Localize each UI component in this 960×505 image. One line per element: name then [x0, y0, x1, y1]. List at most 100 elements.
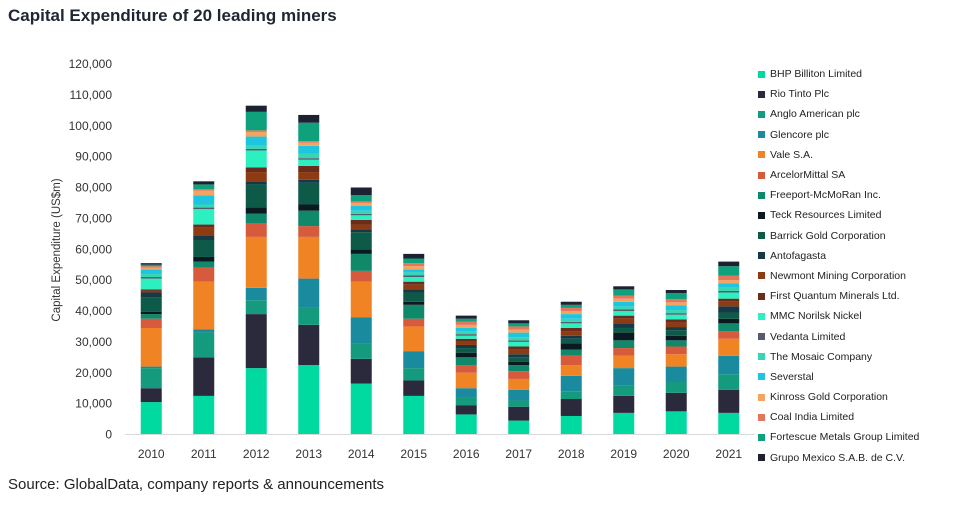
- legend-label: First Quantum Minerals Ltd.: [770, 290, 900, 303]
- bar-segment: [508, 371, 530, 379]
- bar-segment: [298, 365, 320, 435]
- bar-segment: [350, 229, 372, 233]
- bar-segment: [350, 317, 372, 344]
- bar-segment: [193, 207, 215, 210]
- bar-segment: [560, 415, 582, 435]
- bar-segment: [508, 406, 530, 421]
- bar-segment: [298, 278, 320, 308]
- bar-segment: [613, 315, 635, 319]
- bar-segment: [245, 300, 267, 315]
- bar-segment: [665, 354, 687, 367]
- bar-segment: [613, 412, 635, 435]
- bar-segment: [245, 287, 267, 301]
- bar-segment: [298, 324, 320, 366]
- bar-segment: [665, 392, 687, 412]
- bar-segment: [508, 326, 530, 330]
- bar-segment: [560, 398, 582, 416]
- y-axis-label: Capital Expenditure (US$m): [51, 178, 63, 321]
- bar-segment: [560, 331, 582, 336]
- bar-segment: [718, 292, 740, 299]
- bar-segment: [350, 224, 372, 230]
- bar-segment: [350, 253, 372, 271]
- bar-segment: [193, 329, 215, 333]
- bar-segment: [508, 340, 530, 342]
- bar-segment: [140, 266, 162, 268]
- bar-segment: [665, 305, 687, 311]
- bar-segment: [403, 368, 425, 381]
- bar-segment: [718, 301, 740, 307]
- bar-segment: [560, 391, 582, 399]
- legend-label: Grupo Mexico S.A.B. de C.V.: [770, 451, 906, 464]
- bar-segment: [455, 321, 477, 325]
- bar-segment: [245, 111, 267, 131]
- bar-segment: [613, 355, 635, 369]
- bar-segment: [508, 346, 530, 350]
- legend-swatch: [758, 393, 765, 401]
- bar-segment: [245, 236, 267, 288]
- legend-swatch: [758, 171, 765, 179]
- legend-item: Barrick Gold Corporation: [758, 226, 958, 246]
- bar-segment: [140, 263, 162, 265]
- bar-segment: [560, 335, 582, 339]
- bar-segment: [508, 420, 530, 435]
- bar-segment: [613, 368, 635, 386]
- bar-segment: [455, 315, 477, 319]
- legend-swatch: [758, 373, 765, 381]
- bar-segment: [560, 375, 582, 392]
- bar-segment: [665, 382, 687, 393]
- legend-item: Newmont Mining Corporation: [758, 266, 958, 286]
- bar-segment: [140, 402, 162, 435]
- bar-segment: [298, 159, 320, 166]
- bar-segment: [403, 301, 425, 305]
- legend-swatch: [758, 252, 765, 260]
- bar-segment: [718, 331, 740, 339]
- bar-segment: [665, 313, 687, 315]
- bar-segment: [403, 395, 425, 435]
- bar-segment: [140, 292, 162, 298]
- bar-segment: [245, 213, 267, 224]
- bar-segment: [193, 204, 215, 208]
- bar-segment: [718, 306, 740, 313]
- bar-segment: [350, 213, 372, 216]
- bar-segment: [718, 283, 740, 288]
- bar-segment: [350, 215, 372, 220]
- y-tick-label: 30,000: [75, 335, 112, 349]
- bar-segment: [140, 318, 162, 328]
- bar-segment: [245, 207, 267, 214]
- bar-segment: [718, 298, 740, 302]
- bar-segment: [665, 366, 687, 383]
- legend-label: Newmont Mining Corporation: [770, 269, 906, 282]
- bar-segment: [403, 269, 425, 273]
- bar-segment: [193, 190, 215, 196]
- legend-swatch: [758, 413, 765, 421]
- bar-segment: [560, 321, 582, 324]
- legend-item: Rio Tinto Plc: [758, 84, 958, 104]
- bar-segment: [613, 348, 635, 356]
- bar-segment: [350, 210, 372, 214]
- bar-segment: [560, 301, 582, 305]
- bar-segment: [455, 352, 477, 358]
- bar-segment: [350, 206, 372, 211]
- legend-label: Antofagasta: [770, 249, 827, 262]
- bar-segment: [245, 136, 267, 146]
- bar-segment: [298, 158, 320, 160]
- bar-segment: [298, 226, 320, 237]
- bar-segment: [665, 310, 687, 314]
- bar-segment: [245, 223, 267, 237]
- bar-segment: [403, 272, 425, 276]
- bar-segment: [508, 400, 530, 407]
- bar-segment: [350, 219, 372, 225]
- y-tick-label: 50,000: [75, 273, 112, 287]
- bar-segment: [140, 366, 162, 369]
- bar-segment: [193, 267, 215, 282]
- legend-label: Anglo American plc: [770, 108, 860, 121]
- legend-item: Freeport-McMoRan Inc.: [758, 185, 958, 205]
- bar-segment: [665, 322, 687, 328]
- bar-segment: [613, 332, 635, 341]
- bar-segment: [245, 145, 267, 149]
- bar-segment: [193, 395, 215, 435]
- bar-segment: [508, 329, 530, 333]
- bar-segment: [298, 165, 320, 173]
- bar-segment: [455, 388, 477, 398]
- bar-segment: [718, 280, 740, 284]
